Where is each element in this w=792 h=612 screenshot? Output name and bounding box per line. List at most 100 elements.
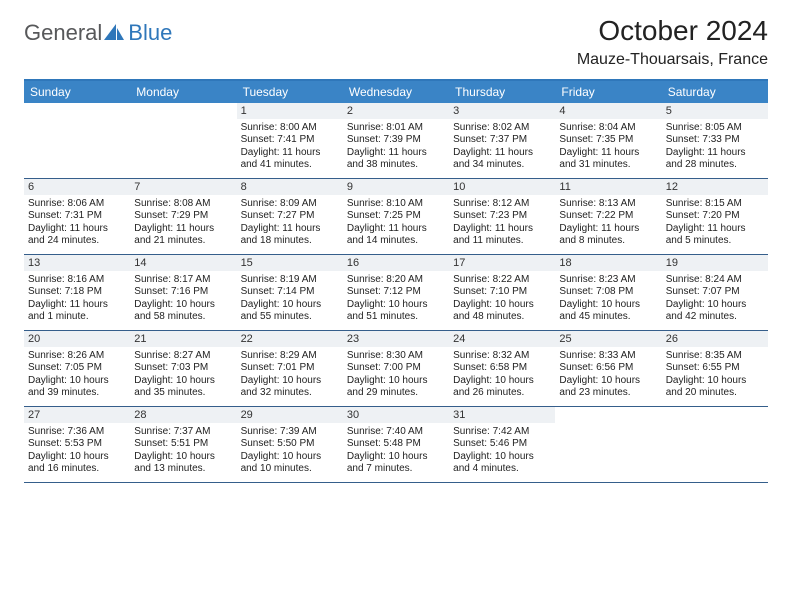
day-details: Sunrise: 8:05 AMSunset: 7:33 PMDaylight:… [666, 122, 764, 172]
logo-text-blue: Blue [128, 20, 172, 46]
calendar-cell: 19 Sunrise: 8:24 AMSunset: 7:07 PMDayligh… [662, 255, 768, 330]
calendar-week: 13 Sunrise: 8:16 AMSunset: 7:18 PMDayligh… [24, 255, 768, 331]
day-details: Sunrise: 8:16 AMSunset: 7:18 PMDaylight:… [28, 274, 126, 324]
day-details: Sunrise: 8:13 AMSunset: 7:22 PMDaylight:… [559, 198, 657, 248]
logo-text-general: General [24, 20, 102, 46]
day-number: 24 [449, 331, 555, 347]
calendar-cell: 30 Sunrise: 7:40 AMSunset: 5:48 PMDayligh… [343, 407, 449, 482]
dow-sunday: Sunday [24, 81, 130, 103]
location: Mauze-Thouarsais, France [577, 51, 768, 69]
day-number: 3 [449, 103, 555, 119]
calendar-cell: 26 Sunrise: 8:35 AMSunset: 6:55 PMDayligh… [662, 331, 768, 406]
calendar-cell: 10Sunrise: 8:12 AMSunset: 7:23 PMDayligh… [449, 179, 555, 254]
day-number: 14 [130, 255, 236, 271]
day-details: Sunrise: 8:09 AMSunset: 7:27 PMDaylight:… [241, 198, 339, 248]
calendar-cell: 3 Sunrise: 8:02 AMSunset: 7:37 PMDaylight… [449, 103, 555, 178]
day-number: 19 [662, 255, 768, 271]
calendar-week: 27Sunrise: 7:36 AMSunset: 5:53 PMDayligh… [24, 407, 768, 483]
calendar-cell: 23Sunrise: 8:30 AMSunset: 7:00 PMDayligh… [343, 331, 449, 406]
calendar-cell: 24Sunrise: 8:32 AMSunset: 6:58 PMDayligh… [449, 331, 555, 406]
day-number: 20 [24, 331, 130, 347]
calendar-cell: 21 Sunrise: 8:27 AMSunset: 7:03 PMDayligh… [130, 331, 236, 406]
calendar-cell: 2Sunrise: 8:01 AMSunset: 7:39 PMDaylight… [343, 103, 449, 178]
calendar-cell: 28 Sunrise: 7:37 AMSunset: 5:51 PMDayligh… [130, 407, 236, 482]
day-details: Sunrise: 8:19 AMSunset: 7:14 PMDaylight:… [241, 274, 339, 324]
calendar-cell: 5 Sunrise: 8:05 AMSunset: 7:33 PMDaylight… [662, 103, 768, 178]
day-number: 22 [237, 331, 343, 347]
dow-wednesday: Wednesday [343, 81, 449, 103]
day-number: 23 [343, 331, 449, 347]
day-details: Sunrise: 8:06 AMSunset: 7:31 PMDaylight:… [28, 198, 126, 248]
day-number: 6 [24, 179, 130, 195]
calendar-cell: . [555, 407, 661, 482]
day-number: 17 [449, 255, 555, 271]
day-number: 30 [343, 407, 449, 423]
day-details: Sunrise: 8:15 AMSunset: 7:20 PMDaylight:… [666, 198, 764, 248]
logo: General Blue [24, 16, 172, 46]
calendar-cell: 22 Sunrise: 8:29 AMSunset: 7:01 PMDayligh… [237, 331, 343, 406]
calendar-cell: 27Sunrise: 7:36 AMSunset: 5:53 PMDayligh… [24, 407, 130, 482]
day-details: Sunrise: 8:33 AMSunset: 6:56 PMDaylight:… [559, 350, 657, 400]
day-number: 5 [662, 103, 768, 119]
day-details: Sunrise: 8:23 AMSunset: 7:08 PMDaylight:… [559, 274, 657, 324]
day-number: 27 [24, 407, 130, 423]
calendar: Sunday Monday Tuesday Wednesday Thursday… [24, 79, 768, 483]
calendar-cell: 7 Sunrise: 8:08 AMSunset: 7:29 PMDaylight… [130, 179, 236, 254]
calendar-cell: 9 Sunrise: 8:10 AMSunset: 7:25 PMDaylight… [343, 179, 449, 254]
day-details: Sunrise: 7:37 AMSunset: 5:51 PMDaylight:… [134, 426, 232, 476]
dow-tuesday: Tuesday [237, 81, 343, 103]
calendar-cell: . [24, 103, 130, 178]
calendar-grid: ..1Sunrise: 8:00 AMSunset: 7:41 PMDaylig… [24, 103, 768, 483]
sail-icon [104, 24, 126, 42]
calendar-cell: 15 Sunrise: 8:19 AMSunset: 7:14 PMDayligh… [237, 255, 343, 330]
day-number: 29 [237, 407, 343, 423]
dow-saturday: Saturday [662, 81, 768, 103]
day-number: 1 [237, 103, 343, 119]
day-number: 15 [237, 255, 343, 271]
page-title: October 2024 [577, 16, 768, 47]
day-details: Sunrise: 8:29 AMSunset: 7:01 PMDaylight:… [241, 350, 339, 400]
dow-monday: Monday [130, 81, 236, 103]
day-number: 26 [662, 331, 768, 347]
calendar-cell: . [662, 407, 768, 482]
calendar-week: 6 Sunrise: 8:06 AMSunset: 7:31 PMDaylight… [24, 179, 768, 255]
day-details: Sunrise: 8:00 AMSunset: 7:41 PMDaylight:… [241, 122, 339, 172]
day-details: Sunrise: 8:22 AMSunset: 7:10 PMDaylight:… [453, 274, 551, 324]
dow-thursday: Thursday [449, 81, 555, 103]
calendar-week: 20 Sunrise: 8:26 AMSunset: 7:05 PMDayligh… [24, 331, 768, 407]
day-details: Sunrise: 8:08 AMSunset: 7:29 PMDaylight:… [134, 198, 232, 248]
calendar-cell: 6 Sunrise: 8:06 AMSunset: 7:31 PMDaylight… [24, 179, 130, 254]
calendar-cell: . [130, 103, 236, 178]
day-number: 2 [343, 103, 449, 119]
day-details: Sunrise: 8:02 AMSunset: 7:37 PMDaylight:… [453, 122, 551, 172]
weekday-header: Sunday Monday Tuesday Wednesday Thursday… [24, 81, 768, 103]
day-number: 13 [24, 255, 130, 271]
day-number: 11 [555, 179, 661, 195]
day-details: Sunrise: 8:35 AMSunset: 6:55 PMDaylight:… [666, 350, 764, 400]
dow-friday: Friday [555, 81, 661, 103]
day-number: 28 [130, 407, 236, 423]
day-details: Sunrise: 8:24 AMSunset: 7:07 PMDaylight:… [666, 274, 764, 324]
day-details: Sunrise: 7:40 AMSunset: 5:48 PMDaylight:… [347, 426, 445, 476]
day-details: Sunrise: 8:12 AMSunset: 7:23 PMDaylight:… [453, 198, 551, 248]
calendar-cell: 18 Sunrise: 8:23 AMSunset: 7:08 PMDayligh… [555, 255, 661, 330]
day-details: Sunrise: 8:10 AMSunset: 7:25 PMDaylight:… [347, 198, 445, 248]
day-details: Sunrise: 8:26 AMSunset: 7:05 PMDaylight:… [28, 350, 126, 400]
calendar-cell: 16Sunrise: 8:20 AMSunset: 7:12 PMDayligh… [343, 255, 449, 330]
day-number: 9 [343, 179, 449, 195]
day-details: Sunrise: 8:17 AMSunset: 7:16 PMDaylight:… [134, 274, 232, 324]
day-number: 18 [555, 255, 661, 271]
day-number: 21 [130, 331, 236, 347]
calendar-cell: 31Sunrise: 7:42 AMSunset: 5:46 PMDayligh… [449, 407, 555, 482]
calendar-cell: 29 Sunrise: 7:39 AMSunset: 5:50 PMDayligh… [237, 407, 343, 482]
day-details: Sunrise: 7:39 AMSunset: 5:50 PMDaylight:… [241, 426, 339, 476]
day-number: 7 [130, 179, 236, 195]
day-number: 8 [237, 179, 343, 195]
calendar-cell: 25Sunrise: 8:33 AMSunset: 6:56 PMDayligh… [555, 331, 661, 406]
day-details: Sunrise: 8:04 AMSunset: 7:35 PMDaylight:… [559, 122, 657, 172]
day-number: 12 [662, 179, 768, 195]
calendar-cell: 4 Sunrise: 8:04 AMSunset: 7:35 PMDaylight… [555, 103, 661, 178]
day-number: 4 [555, 103, 661, 119]
calendar-cell: 14 Sunrise: 8:17 AMSunset: 7:16 PMDayligh… [130, 255, 236, 330]
day-details: Sunrise: 8:27 AMSunset: 7:03 PMDaylight:… [134, 350, 232, 400]
